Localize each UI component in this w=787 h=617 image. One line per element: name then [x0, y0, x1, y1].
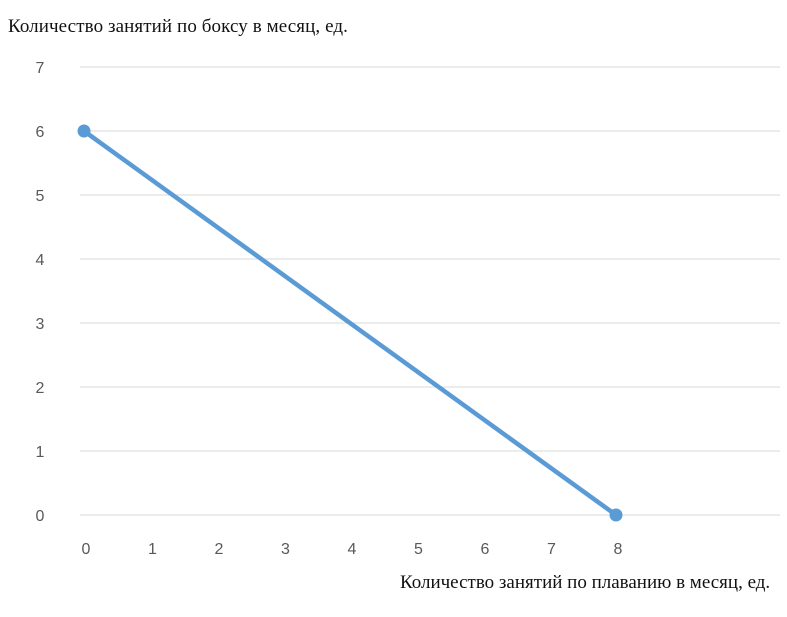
- y-tick-label: 0: [36, 508, 45, 525]
- x-tick-label: 7: [547, 541, 556, 558]
- series-line: [81, 128, 619, 518]
- x-tick-label: 2: [215, 541, 224, 558]
- x-tick-label: 8: [614, 541, 623, 558]
- y-tick-label: 1: [36, 444, 45, 461]
- x-tick-label: 5: [414, 541, 423, 558]
- y-tick-label: 6: [36, 124, 45, 141]
- x-tick-label: 4: [348, 541, 357, 558]
- y-tick-label: 5: [36, 188, 45, 205]
- x-axis-label: Количество занятий по плаванию в месяц, …: [400, 572, 771, 593]
- x-tick-label: 1: [148, 541, 157, 558]
- y-tick-label: 4: [36, 252, 45, 269]
- x-tick-label: 6: [481, 541, 490, 558]
- y-tick-label: 7: [36, 60, 45, 77]
- x-tick-label: 3: [281, 541, 290, 558]
- y-axis-label: Количество занятий по боксу в месяц, ед.: [8, 16, 349, 37]
- x-tick-label: 0: [82, 541, 91, 558]
- y-tick-label: 2: [36, 380, 45, 397]
- data-point: [609, 508, 623, 522]
- data-point: [77, 124, 91, 138]
- y-tick-label: 3: [36, 316, 45, 333]
